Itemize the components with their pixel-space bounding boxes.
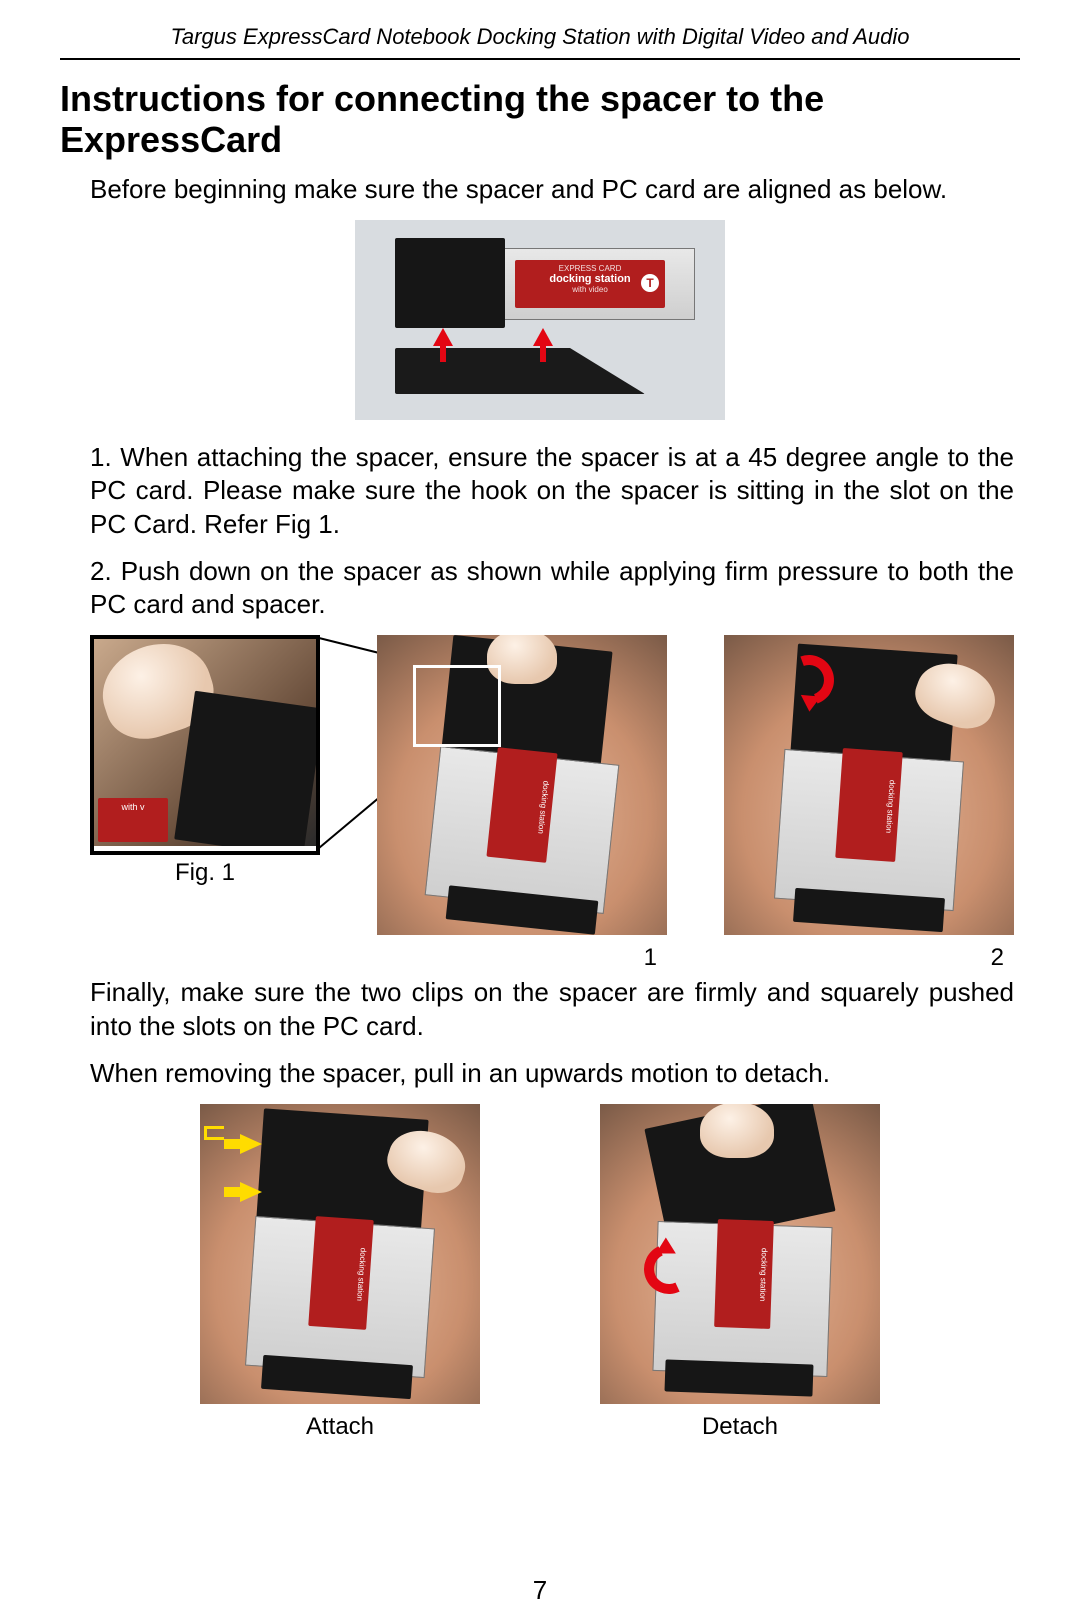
attach-arrow-icon [240, 1134, 262, 1154]
attach-caption: Attach [200, 1413, 480, 1441]
step1-column: docking station 1 [377, 635, 667, 972]
detach-photo: docking station [600, 1104, 880, 1404]
card-label-line1: EXPRESS CARD [517, 264, 663, 273]
attach-photo: docking station [200, 1104, 480, 1404]
figure-alignment: EXPRESS CARD docking station with video … [60, 220, 1020, 425]
running-head: Targus ExpressCard Notebook Docking Stat… [60, 20, 1020, 60]
manual-page: Targus ExpressCard Notebook Docking Stat… [0, 0, 1080, 1620]
detach-caption: Detach [600, 1413, 880, 1441]
up-arrow-icon [533, 328, 553, 346]
clips-note-text: Finally, make sure the two clips on the … [60, 976, 1020, 1043]
fig1-column: with v Fig. 1 [90, 635, 320, 887]
clip-icon [204, 1126, 224, 1140]
step2-column: docking station 2 [724, 635, 1014, 972]
alignment-photo: EXPRESS CARD docking station with video … [355, 220, 725, 420]
step-1-text: 1. When attaching the spacer, ensure the… [60, 441, 1020, 541]
fig1-caption: Fig. 1 [90, 859, 320, 887]
figure-row-attach-detach: docking station Attach docking station [60, 1104, 1020, 1441]
page-title: Instructions for connecting the spacer t… [60, 78, 1020, 161]
page-number: 7 [0, 1575, 1080, 1606]
fig1-photo: with v [94, 639, 316, 846]
up-arrow-icon [433, 328, 453, 346]
callout-box [413, 665, 501, 747]
step2-photo: docking station [724, 635, 1014, 935]
fig1-frame: with v [90, 635, 320, 855]
step1-caption: 1 [377, 944, 667, 972]
intro-text: Before beginning make sure the spacer an… [60, 173, 1020, 206]
step1-photo: docking station [377, 635, 667, 935]
figure-row-attach-steps: with v Fig. 1 docking station 1 [60, 635, 1020, 972]
attach-arrow-icon [240, 1182, 262, 1202]
attach-column: docking station Attach [200, 1104, 480, 1441]
step-2-text: 2. Push down on the spacer as shown whil… [60, 555, 1020, 622]
remove-note-text: When removing the spacer, pull in an upw… [60, 1057, 1020, 1090]
step2-caption: 2 [724, 944, 1014, 972]
detach-column: docking station Detach [600, 1104, 880, 1441]
